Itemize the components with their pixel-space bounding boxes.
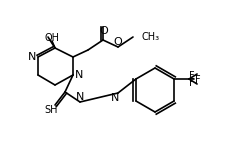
Text: N: N <box>75 70 83 80</box>
Text: O: O <box>100 26 108 36</box>
Text: CH₃: CH₃ <box>141 32 159 42</box>
Text: N: N <box>76 92 84 102</box>
Text: F: F <box>189 71 195 81</box>
Text: F: F <box>195 75 201 85</box>
Text: F: F <box>189 78 195 88</box>
Text: O: O <box>114 37 122 47</box>
Text: SH: SH <box>44 105 58 115</box>
Text: N: N <box>28 52 36 62</box>
Text: N: N <box>111 93 119 103</box>
Text: OH: OH <box>45 33 60 43</box>
